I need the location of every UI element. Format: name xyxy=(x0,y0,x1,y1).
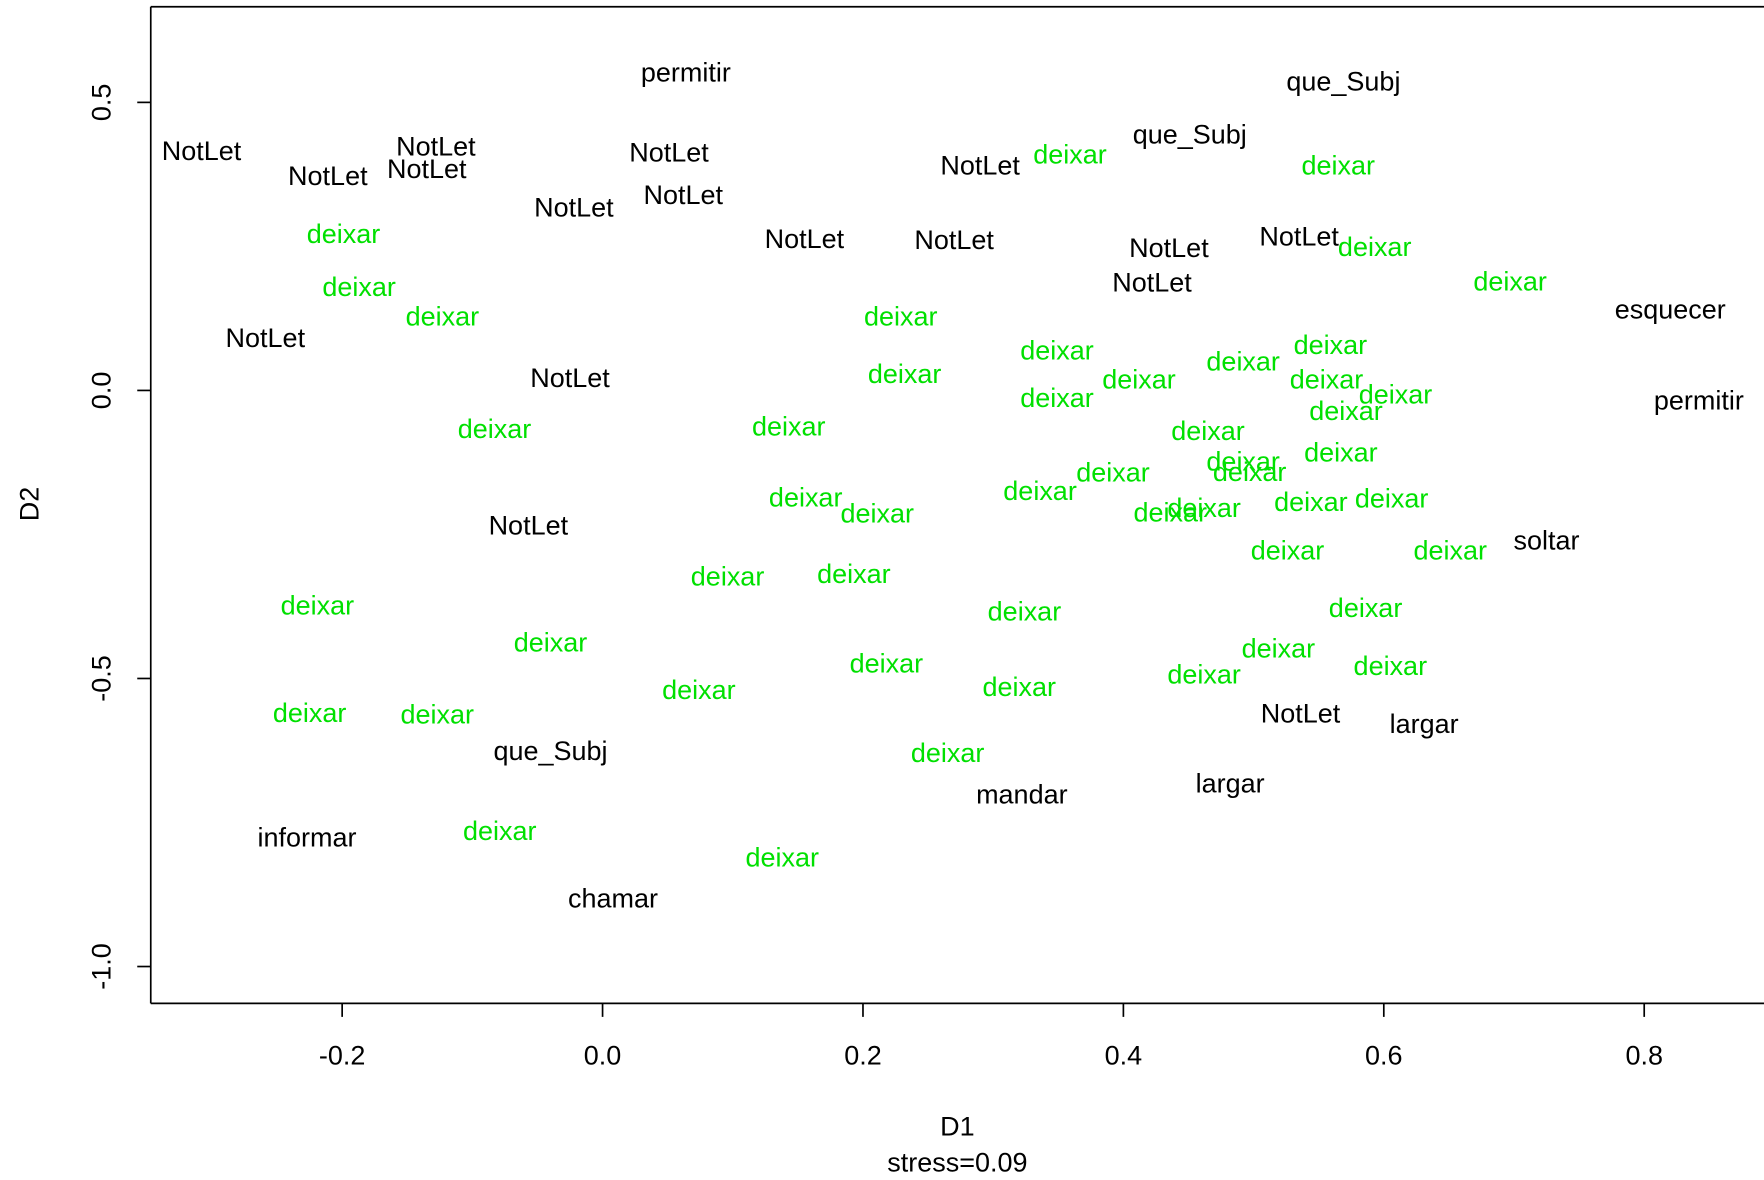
point-label: deixar xyxy=(1020,336,1094,366)
point-label: NotLet xyxy=(534,193,614,223)
point-label: que_Subj xyxy=(1286,66,1400,96)
point-label: deixar xyxy=(1213,457,1287,487)
point-label: NotLet xyxy=(530,363,610,393)
point-label: deixar xyxy=(1102,364,1176,394)
x-axis-label: D1 xyxy=(940,1111,975,1141)
point-label: NotLet xyxy=(387,154,467,184)
point-label: largar xyxy=(1196,769,1265,799)
point-label: NotLet xyxy=(914,225,994,255)
point-label: NotLet xyxy=(644,180,724,210)
point-label: deixar xyxy=(769,482,843,512)
point-label: NotLet xyxy=(226,323,306,353)
x-tick-label: 0.2 xyxy=(844,1041,882,1071)
point-label: deixar xyxy=(1309,396,1383,426)
point-label: deixar xyxy=(1206,346,1280,376)
point-label: deixar xyxy=(1473,266,1547,296)
point-label: permitir xyxy=(641,57,731,87)
point-label: deixar xyxy=(1020,383,1094,413)
y-tick-label: -0.5 xyxy=(87,655,117,701)
point-label: deixar xyxy=(1294,330,1368,360)
point-label: que_Subj xyxy=(493,736,607,766)
point-label: deixar xyxy=(1354,651,1428,681)
point-label: deixar xyxy=(1329,593,1403,623)
x-tick-label: 0.4 xyxy=(1105,1041,1143,1071)
x-tick-label: 0.0 xyxy=(584,1041,622,1071)
point-label: deixar xyxy=(752,412,826,442)
point-label: deixar xyxy=(1033,140,1107,170)
point-label: deixar xyxy=(691,561,765,591)
x-tick-label: -0.2 xyxy=(319,1041,366,1071)
point-label: deixar xyxy=(817,559,891,589)
point-label: deixar xyxy=(514,628,588,658)
point-label: deixar xyxy=(982,672,1056,702)
point-label: deixar xyxy=(1359,379,1433,409)
point-label: deixar xyxy=(988,597,1062,627)
point-label: deixar xyxy=(662,675,736,705)
point-label: deixar xyxy=(1242,633,1316,663)
point-label: deixar xyxy=(1290,364,1364,394)
point-label: deixar xyxy=(1167,493,1241,523)
point-label: deixar xyxy=(1338,232,1412,262)
point-label: largar xyxy=(1390,709,1459,739)
point-label: NotLet xyxy=(162,136,242,166)
point-label: deixar xyxy=(841,499,915,529)
point-label: mandar xyxy=(976,780,1068,810)
point-label: NotLet xyxy=(629,137,709,167)
y-tick-label: 0.5 xyxy=(87,84,117,122)
point-label: deixar xyxy=(1003,476,1077,506)
point-label: deixar xyxy=(322,272,396,302)
point-label: deixar xyxy=(458,414,532,444)
point-label: deixar xyxy=(307,219,381,249)
point-label: deixar xyxy=(1304,438,1378,468)
point-label: permitir xyxy=(1654,386,1744,416)
point-label: deixar xyxy=(868,359,942,389)
x-tick-label: 0.8 xyxy=(1625,1041,1663,1071)
point-label: NotLet xyxy=(765,224,845,254)
point-label: deixar xyxy=(1301,151,1375,181)
point-label: deixar xyxy=(864,302,938,332)
point-label: deixar xyxy=(281,591,355,621)
point-label: deixar xyxy=(1355,484,1429,514)
point-label: NotLet xyxy=(396,132,476,162)
point-label: soltar xyxy=(1514,526,1580,556)
point-label: informar xyxy=(258,822,357,852)
point-label: NotLet xyxy=(288,161,368,191)
point-label: deixar xyxy=(1167,659,1241,689)
point-label: deixar xyxy=(850,648,924,678)
point-label: NotLet xyxy=(1112,268,1192,298)
point-label: deixar xyxy=(1413,535,1487,565)
point-label: deixar xyxy=(745,842,819,872)
point-label: deixar xyxy=(1171,416,1245,446)
point-label: NotLet xyxy=(1259,221,1339,251)
point-label: deixar xyxy=(911,738,985,768)
point-label: deixar xyxy=(273,698,347,728)
point-label: NotLet xyxy=(1129,233,1209,263)
y-tick-label: 0.0 xyxy=(87,372,117,410)
subtitle: stress=0.09 xyxy=(887,1147,1027,1177)
point-label: deixar xyxy=(406,302,480,332)
point-label: deixar xyxy=(1274,487,1348,517)
y-axis-label: D2 xyxy=(15,487,45,521)
point-label: chamar xyxy=(568,883,658,913)
point-label: NotLet xyxy=(940,151,1020,181)
point-label: deixar xyxy=(1251,535,1325,565)
point-label: deixar xyxy=(400,700,474,730)
y-tick-label: -1.0 xyxy=(87,943,117,989)
point-label: NotLet xyxy=(489,511,569,541)
point-label: deixar xyxy=(1206,447,1280,477)
point-label: que_Subj xyxy=(1133,119,1247,149)
point-label: deixar xyxy=(1076,458,1150,488)
point-label: deixar xyxy=(463,816,537,846)
x-tick-label: 0.6 xyxy=(1365,1041,1403,1071)
point-label: NotLet xyxy=(1261,698,1341,728)
point-label: esquecer xyxy=(1615,295,1726,325)
point-label: deixar xyxy=(1134,497,1208,527)
